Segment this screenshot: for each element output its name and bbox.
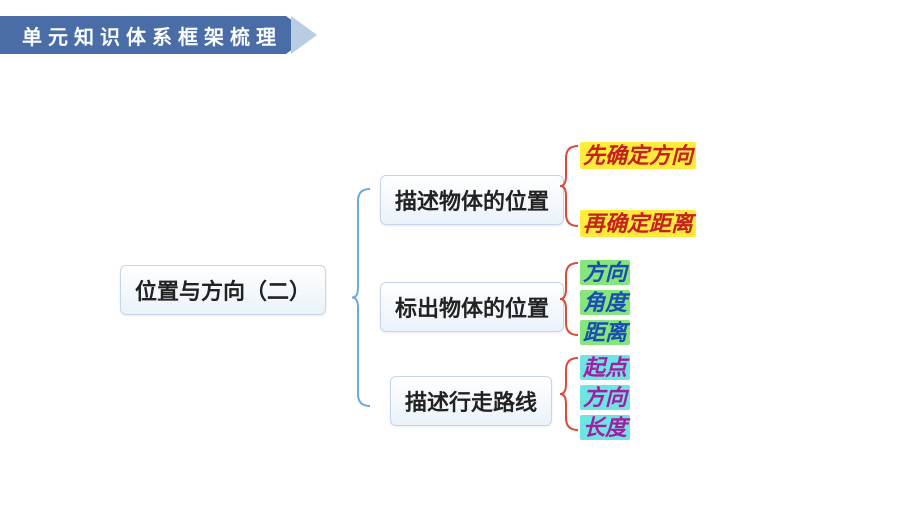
root-bracket [352,187,374,408]
branch-node-2: 描述行走路线 [390,376,552,426]
leaf-2-1: 方向 [580,380,630,412]
leaf-2-0: 起点 [580,350,630,382]
concept-map: 位置与方向（二）描述物体的位置先确定方向再确定距离标出物体的位置方向角度距离描述… [120,120,880,500]
leaf-0-1: 再确定距离 [580,206,696,238]
leaf-bracket-2 [560,356,582,432]
leaf-1-0: 方向 [580,255,630,287]
section-title: 单元知识体系框架梳理 [0,16,286,54]
root-node: 位置与方向（二） [120,265,326,315]
branch-node-0: 描述物体的位置 [380,175,564,225]
leaf-2-2: 长度 [580,410,630,442]
leaf-1-2: 距离 [580,315,630,347]
header-arrow-light [291,16,317,54]
branch-node-1: 标出物体的位置 [380,282,564,332]
leaf-0-0: 先确定方向 [580,138,696,170]
section-header: 单元知识体系框架梳理 [0,16,317,54]
leaf-1-1: 角度 [580,285,630,317]
